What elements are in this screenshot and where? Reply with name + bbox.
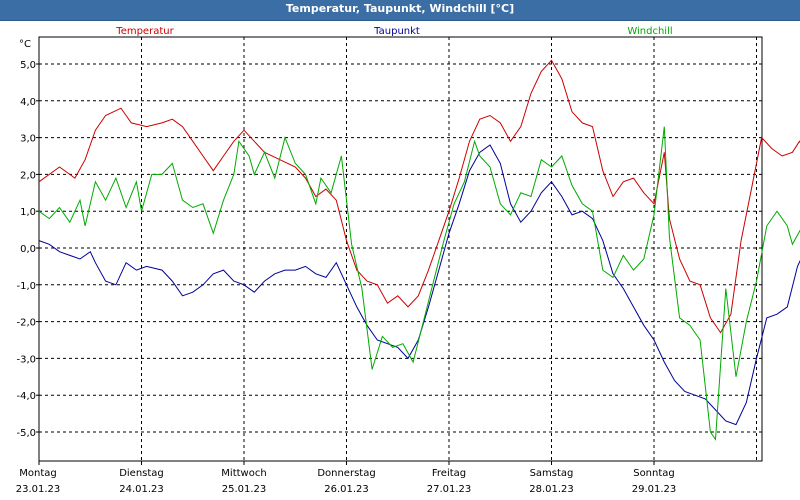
x-tick-date: 25.01.23: [222, 484, 267, 495]
chart-title: Temperatur, Taupunkt, Windchill [°C]: [0, 0, 800, 21]
x-tick-day: Mittwoch: [221, 468, 266, 479]
y-tick-label: -1,0: [16, 281, 36, 292]
x-tick-day: Montag: [19, 468, 56, 479]
y-tick-label: 5,0: [20, 60, 36, 71]
series-line-windchill: [38, 126, 800, 441]
y-tick-label: -2,0: [16, 318, 36, 329]
y-axis-unit: °C: [19, 39, 31, 50]
x-tick-day: Freitag: [432, 468, 466, 479]
legend-item-taupunkt: Taupunkt: [373, 26, 420, 37]
x-tick-date: 27.01.23: [427, 484, 472, 495]
legend-item-windchill: Windchill: [627, 26, 672, 37]
legend: Temperatur Taupunkt Windchill: [115, 26, 672, 37]
y-tick-label: -4,0: [16, 391, 36, 402]
y-tick-label: -3,0: [16, 354, 36, 365]
y-tick-label: 0,0: [20, 244, 36, 255]
x-tick-date: 23.01.23: [16, 484, 61, 495]
y-axis: 5,0 4,0 3,0 2,0 1,0 0,0 -1,0 -2,0 -3,0 -4,0 -5,0 °C: [16, 39, 39, 439]
x-axis: Montag 23.01.23 Dienstag 24.01.23 Mittwoch 25…: [16, 461, 677, 495]
x-tick-date: 24.01.23: [119, 484, 164, 495]
x-tick-date: 28.01.23: [529, 484, 574, 495]
y-tick-label: 1,0: [20, 207, 36, 218]
x-tick-day: Sonntag: [633, 468, 675, 479]
series-line-temperatur: [38, 59, 800, 334]
legend-item-temperatur: Temperatur: [115, 26, 174, 37]
x-tick-day: Dienstag: [119, 468, 164, 479]
y-tick-label: 2,0: [20, 170, 36, 181]
x-tick-date: 26.01.23: [324, 484, 369, 495]
series-lines: [38, 59, 800, 441]
y-tick-label: 4,0: [20, 97, 36, 108]
grid: [39, 37, 762, 461]
x-tick-day: Samstag: [530, 468, 574, 479]
y-tick-label: -5,0: [16, 428, 36, 439]
y-tick-label: 3,0: [20, 134, 36, 145]
x-tick-date: 29.01.23: [632, 484, 677, 495]
x-tick-day: Donnerstag: [317, 468, 375, 479]
